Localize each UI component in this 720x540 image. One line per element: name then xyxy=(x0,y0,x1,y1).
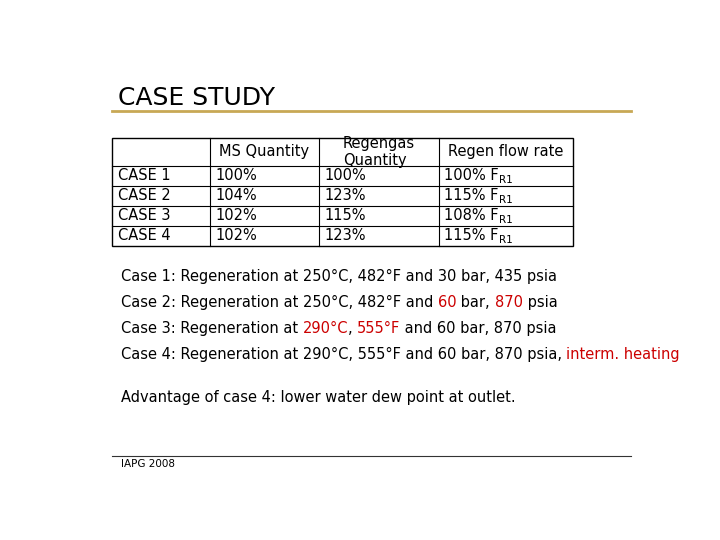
Text: 115% F: 115% F xyxy=(444,188,499,203)
Text: CASE 4: CASE 4 xyxy=(118,228,171,243)
Text: Regengas
Quantity: Regengas Quantity xyxy=(343,136,415,168)
Text: Case 4: Regeneration at 290°C, 555°F and 60 bar, 870 psia,: Case 4: Regeneration at 290°C, 555°F and… xyxy=(121,347,567,362)
Text: Advantage of case 4: lower water dew point at outlet.: Advantage of case 4: lower water dew poi… xyxy=(121,390,516,405)
Text: CASE 3: CASE 3 xyxy=(118,208,171,223)
Text: interm. heating: interm. heating xyxy=(567,347,680,362)
Text: 870: 870 xyxy=(495,295,523,310)
Text: 102%: 102% xyxy=(215,208,257,223)
Text: CASE 1: CASE 1 xyxy=(118,168,171,183)
Text: and 60 bar, 870 psia: and 60 bar, 870 psia xyxy=(400,321,557,336)
Text: 115%: 115% xyxy=(324,208,366,223)
Text: Case 1: Regeneration at 250°C, 482°F and 30 bar, 435 psia: Case 1: Regeneration at 250°C, 482°F and… xyxy=(121,269,557,285)
Text: 102%: 102% xyxy=(215,228,257,243)
Text: 104%: 104% xyxy=(215,188,257,203)
Text: R1: R1 xyxy=(499,215,513,225)
Text: psia: psia xyxy=(523,295,557,310)
Text: 123%: 123% xyxy=(324,188,366,203)
Text: 555°F: 555°F xyxy=(357,321,400,336)
Text: Regen flow rate: Regen flow rate xyxy=(448,144,563,159)
Text: 115% F: 115% F xyxy=(444,228,499,243)
Text: Case 2: Regeneration at 250°C, 482°F and: Case 2: Regeneration at 250°C, 482°F and xyxy=(121,295,438,310)
Text: 290°C: 290°C xyxy=(302,321,348,336)
Text: 60: 60 xyxy=(438,295,456,310)
Text: 100% F: 100% F xyxy=(444,168,499,183)
Text: Case 3: Regeneration at: Case 3: Regeneration at xyxy=(121,321,302,336)
Bar xyxy=(112,138,572,246)
Text: ,: , xyxy=(348,321,357,336)
Text: IAPG 2008: IAPG 2008 xyxy=(121,459,175,469)
Text: 108% F: 108% F xyxy=(444,208,499,223)
Text: CASE 2: CASE 2 xyxy=(118,188,171,203)
Text: MS Quantity: MS Quantity xyxy=(220,144,310,159)
Text: bar,: bar, xyxy=(456,295,495,310)
Text: 100%: 100% xyxy=(215,168,257,183)
Text: CASE STUDY: CASE STUDY xyxy=(118,85,275,110)
Text: 123%: 123% xyxy=(324,228,366,243)
Text: 100%: 100% xyxy=(324,168,366,183)
Text: R1: R1 xyxy=(499,195,513,205)
Text: R1: R1 xyxy=(499,235,513,245)
Text: R1: R1 xyxy=(499,175,513,185)
